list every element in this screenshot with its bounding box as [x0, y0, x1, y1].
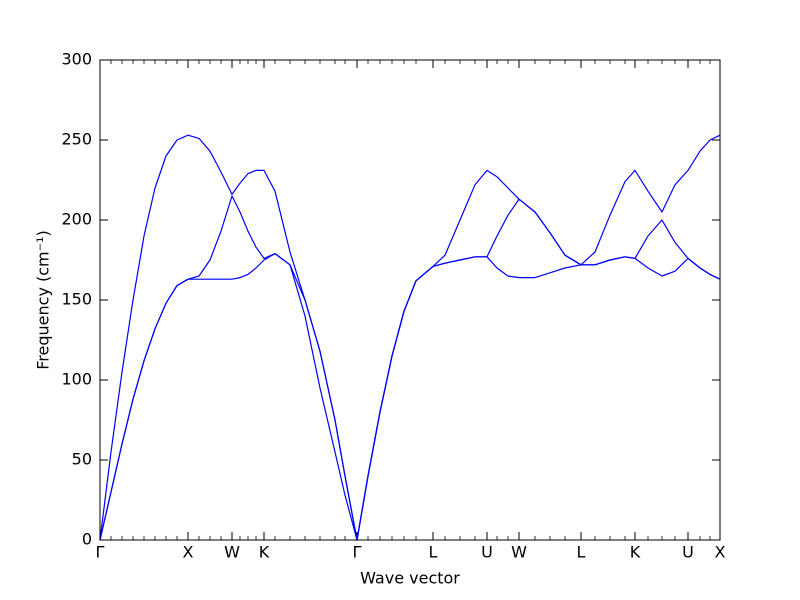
y-axis-label: Frequency (cm⁻¹) — [34, 230, 53, 369]
x-tick-label: Γ — [353, 543, 362, 562]
x-tick-label: L — [577, 543, 586, 562]
y-tick-label: 150 — [61, 290, 92, 309]
x-tick-label: L — [429, 543, 438, 562]
x-tick-label: W — [224, 543, 240, 562]
y-tick-label: 300 — [61, 50, 92, 69]
x-tick-label: Γ — [96, 543, 105, 562]
x-tick-label: X — [183, 543, 194, 562]
band-line — [99, 134, 721, 541]
y-tick-label: 250 — [61, 130, 92, 149]
y-tick-label: 100 — [61, 370, 92, 389]
x-tick-label: X — [715, 543, 726, 562]
x-axis-label: Wave vector — [360, 569, 460, 588]
plot-frame — [99, 59, 721, 541]
x-tick-label: U — [682, 543, 694, 562]
x-tick-label: K — [259, 543, 270, 562]
x-tick-label: W — [511, 543, 527, 562]
y-tick-label: 0 — [82, 530, 92, 549]
x-tick-label: K — [630, 543, 641, 562]
y-tick-label: 50 — [72, 450, 92, 469]
x-tick-label: U — [481, 543, 493, 562]
y-tick-label: 200 — [61, 210, 92, 229]
